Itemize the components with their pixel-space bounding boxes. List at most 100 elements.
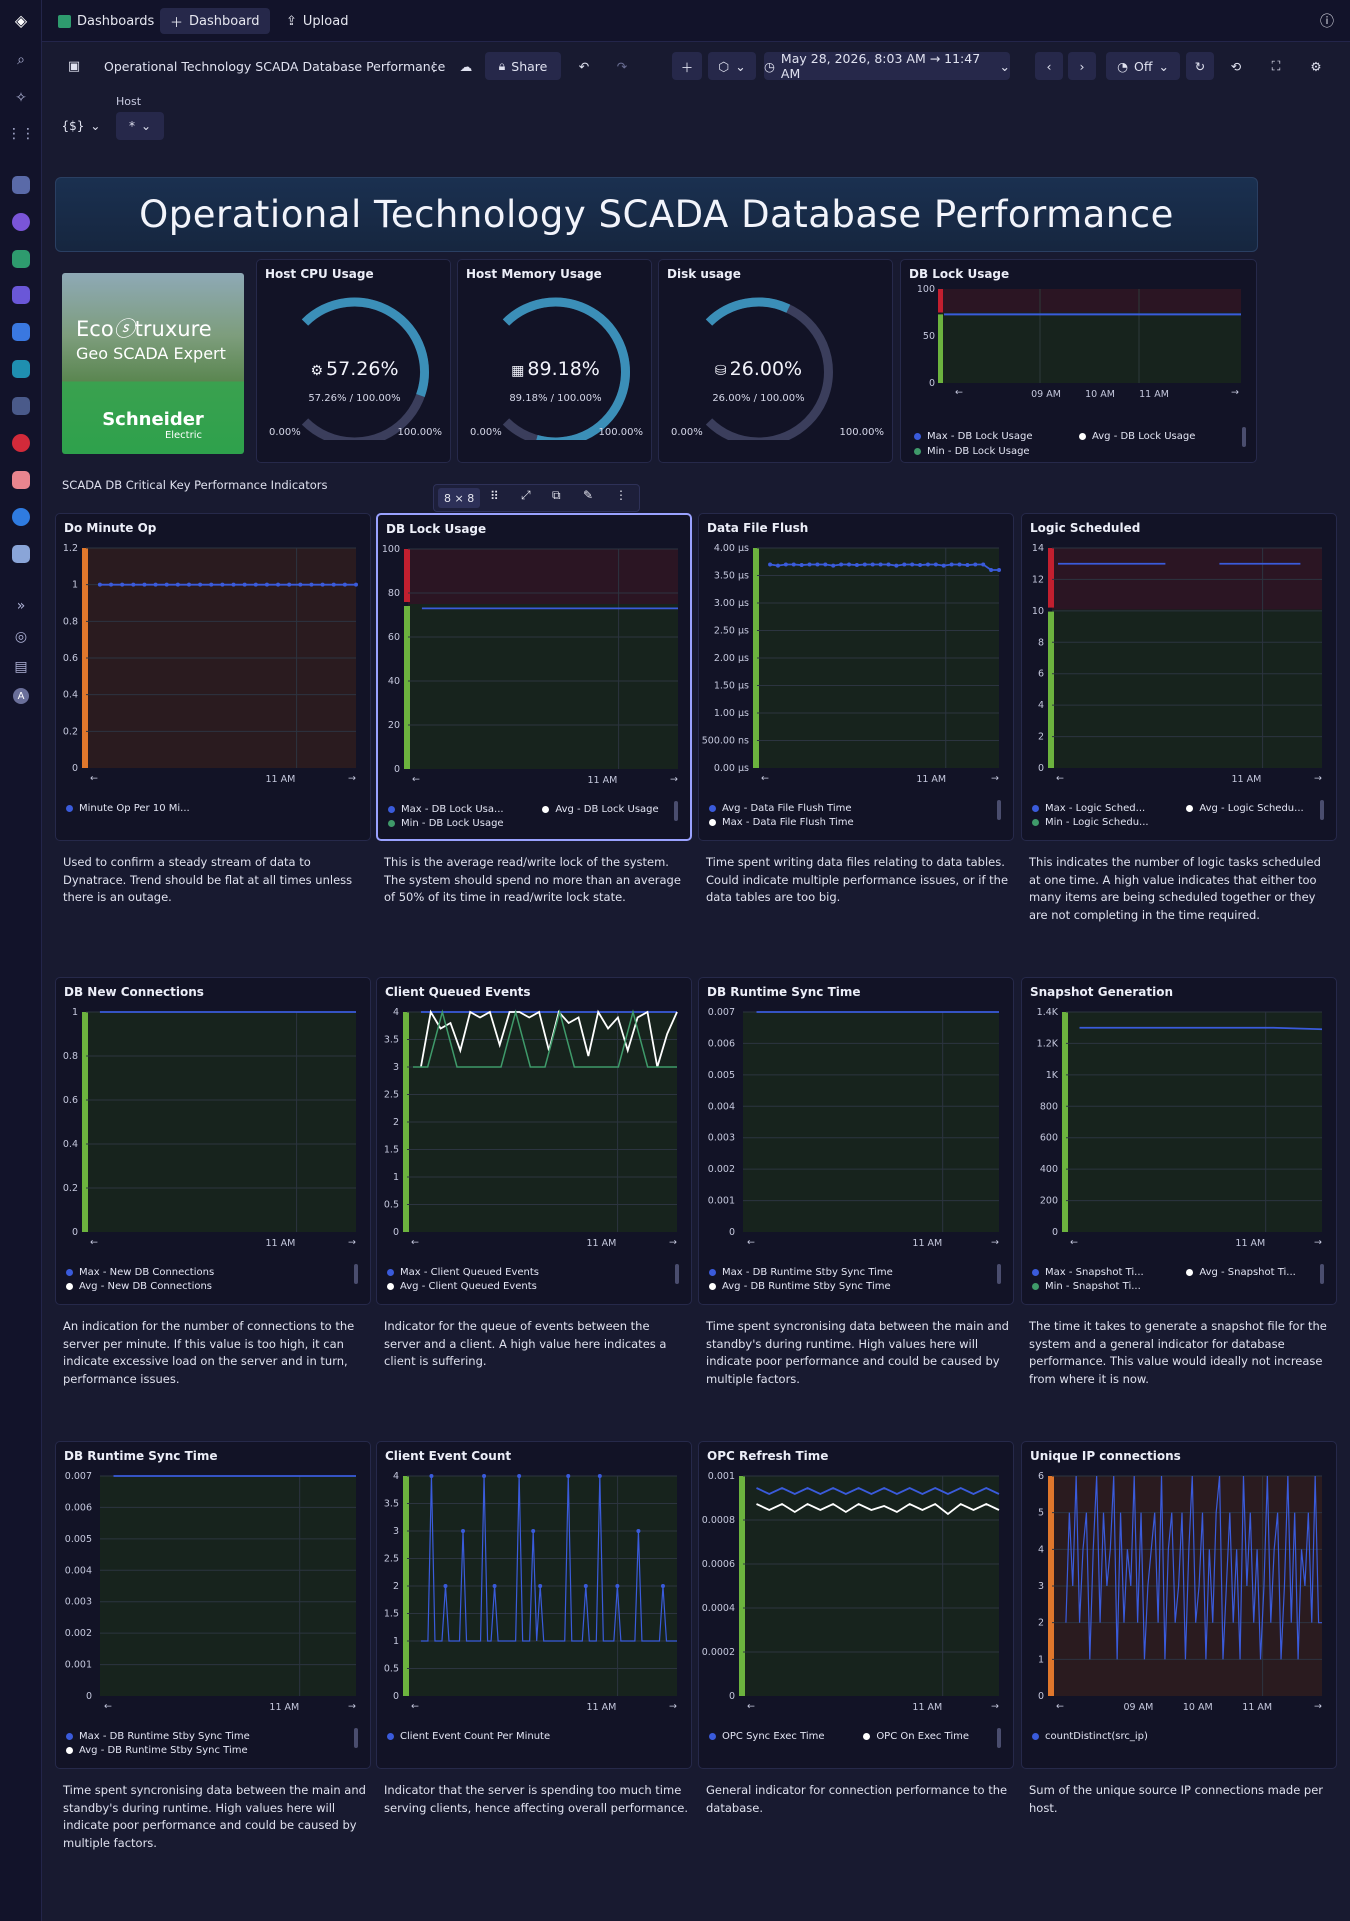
legend-item[interactable]: Max - Snapshot Ti... xyxy=(1032,1267,1144,1278)
segments-dropdown[interactable]: ⬡ ⌄ xyxy=(708,52,756,80)
legend-item[interactable]: Max - Logic Sched... xyxy=(1032,803,1145,814)
pan-right-icon[interactable]: → xyxy=(991,1701,999,1712)
chart-tile[interactable]: Data File Flush 4.00 μs 3.50 μs 3.00 μs 2.50… xyxy=(698,513,1014,841)
pan-left-icon[interactable]: ← xyxy=(104,1701,112,1712)
pan-right-icon[interactable]: → xyxy=(669,1237,677,1248)
chart-tile[interactable]: Do Minute Op 1.2 1 0.8 0.6 0.4 0.2 0 11 AM ← → Minu… xyxy=(55,513,371,841)
chart-tile[interactable]: Unique IP connections 6 5 4 3 2 1 0 09 AM 10 AM 11… xyxy=(1021,1441,1337,1769)
app-icon-4[interactable] xyxy=(12,323,30,341)
pan-right-icon[interactable]: → xyxy=(670,774,678,785)
pan-right-icon[interactable]: → xyxy=(991,1237,999,1248)
apps-grid-icon[interactable]: ⋮⋮ xyxy=(7,126,35,142)
pan-right-icon[interactable]: → xyxy=(348,773,356,784)
user-avatar-icon[interactable]: A xyxy=(13,688,29,704)
ai-sparkle-icon[interactable]: ✧ xyxy=(15,90,27,106)
legend-scrollbar[interactable] xyxy=(675,1264,679,1284)
pan-left-icon[interactable]: ← xyxy=(90,1237,98,1248)
help-icon[interactable]: ⓘ xyxy=(1320,14,1334,30)
pan-left-icon[interactable]: ← xyxy=(1056,1701,1064,1712)
pan-left-icon[interactable]: ← xyxy=(411,1701,419,1712)
chart-tile[interactable]: DB Runtime Sync Time 0.007 0.006 0.005 0.004… xyxy=(698,977,1014,1305)
redo-icon[interactable]: ↷ xyxy=(616,58,628,74)
pan-right-icon[interactable]: → xyxy=(991,773,999,784)
legend-item[interactable]: Minute Op Per 10 Mi... xyxy=(66,803,190,814)
tile-more-icon[interactable]: ⋮ xyxy=(615,488,627,502)
pan-left-icon[interactable]: ← xyxy=(411,1237,419,1248)
legend-scrollbar[interactable] xyxy=(354,1264,358,1284)
chart-tile[interactable]: DB Runtime Sync Time 0.007 0.006 0.005 0.004… xyxy=(55,1441,371,1769)
support-icon[interactable]: ◎ xyxy=(14,629,28,645)
legend-item[interactable]: Max - DB Lock Usa... xyxy=(388,804,504,815)
legend-item[interactable]: Avg - DB Lock Usage xyxy=(542,804,659,815)
host-variable-select[interactable]: * ⌄ xyxy=(116,112,164,140)
db-lock-usage-summary-tile[interactable]: DB Lock Usage 100 50 0 09 AM 10 AM 11 AM ← → Ma… xyxy=(900,259,1257,463)
chart-tile[interactable]: Logic Scheduled 14 12 10 8 6 4 2 0 11 AM ← → Max - L… xyxy=(1021,513,1337,841)
pan-left-icon[interactable]: ← xyxy=(412,774,420,785)
app-icon-8[interactable] xyxy=(12,508,30,526)
problems-app-icon[interactable] xyxy=(12,434,30,452)
legend-scrollbar[interactable] xyxy=(997,1264,1001,1284)
pan-right-icon[interactable]: → xyxy=(1314,773,1322,784)
more-options-icon[interactable]: ⋮ xyxy=(427,58,441,74)
gauge-tile[interactable]: Host CPU Usage ⚙ 57.26% 57.26% / 100.00% 0.0… xyxy=(256,259,451,463)
previous-timeframe-button[interactable]: ‹ xyxy=(1035,52,1063,80)
legend-item[interactable]: Avg - DB Runtime Stby Sync Time xyxy=(709,1281,891,1291)
refresh-icon[interactable]: ↻ xyxy=(1186,52,1214,80)
legend-item[interactable]: Avg - Snapshot Ti... xyxy=(1186,1267,1296,1278)
pan-left-icon[interactable]: ← xyxy=(90,773,98,784)
app-icon-7[interactable] xyxy=(12,471,30,489)
dashboard-title[interactable]: Operational Technology SCADA Database Pe… xyxy=(104,58,446,74)
pan-left-icon[interactable]: ← xyxy=(1070,1237,1078,1248)
legend-item[interactable]: Max - Data File Flush Time xyxy=(709,817,854,827)
chart-tile[interactable]: Client Event Count 4 3.5 3 2.5 2 1.5 1 0.5 0 11 AM… xyxy=(376,1441,692,1769)
legend-item[interactable]: Max - DB Runtime Stby Sync Time xyxy=(66,1731,250,1742)
dynatrace-logo-icon[interactable]: ◈ xyxy=(14,10,28,30)
legend-item[interactable]: Avg - DB Lock Usage xyxy=(1079,431,1195,442)
pan-left-icon[interactable]: ← xyxy=(761,773,769,784)
sidebar-toggle-icon[interactable]: ▣ xyxy=(67,58,81,74)
legend-item[interactable]: Min - Logic Schedu... xyxy=(1032,817,1149,827)
app-icon-3[interactable] xyxy=(12,286,30,304)
chart-tile[interactable]: OPC Refresh Time 0.001 0.0008 0.0006 0.0004 0… xyxy=(698,1441,1014,1769)
legend-item[interactable]: Min - DB Lock Usage xyxy=(388,818,504,828)
pan-right-icon[interactable]: → xyxy=(1314,1237,1322,1248)
settings-gear-icon[interactable]: ⚙ xyxy=(1310,58,1322,74)
app-icon-6[interactable] xyxy=(12,397,30,415)
app-icon-9[interactable] xyxy=(12,545,30,563)
pan-right-icon[interactable]: → xyxy=(1231,387,1239,398)
search-icon[interactable]: ⌕ xyxy=(17,52,25,68)
legend-item[interactable]: Max - Client Queued Events xyxy=(387,1267,539,1278)
legend-item[interactable]: Avg - Logic Schedu... xyxy=(1186,803,1304,814)
variables-button[interactable]: {$} ⌄ xyxy=(62,112,101,140)
pan-right-icon[interactable]: → xyxy=(348,1701,356,1712)
refresh-interval-dropdown[interactable]: ◔ Off ⌄ xyxy=(1106,52,1180,80)
tile-size-indicator[interactable]: 8 × 8 xyxy=(438,488,481,508)
pan-left-icon[interactable]: ← xyxy=(747,1701,755,1712)
legend-item[interactable]: OPC Sync Exec Time xyxy=(709,1731,825,1742)
pan-left-icon[interactable]: ← xyxy=(1056,773,1064,784)
legend-scrollbar[interactable] xyxy=(997,1728,1001,1748)
timeframe-selector[interactable]: ◷ May 28, 2026, 8:03 AM → 11:47 AM ⌄ xyxy=(764,51,1010,81)
add-tile-button[interactable]: ＋ xyxy=(672,52,702,80)
legend-scrollbar[interactable] xyxy=(1242,427,1246,447)
legend-item[interactable]: countDistinct(src_ip) xyxy=(1032,1731,1148,1742)
legend-scrollbar[interactable] xyxy=(1320,800,1324,820)
pan-right-icon[interactable]: → xyxy=(669,1701,677,1712)
legend-item[interactable]: OPC On Exec Time xyxy=(863,1731,969,1742)
chart-tile[interactable]: Client Queued Events 4 3.5 3 2.5 2 1.5 1 0.5 0 11 … xyxy=(376,977,692,1305)
pan-right-icon[interactable]: → xyxy=(348,1237,356,1248)
new-dashboard-tab[interactable]: ＋ Dashboard xyxy=(160,8,270,34)
legend-item[interactable]: Avg - New DB Connections xyxy=(66,1281,212,1291)
legend-item[interactable]: Min - DB Lock Usage xyxy=(914,446,1030,457)
chart-tile[interactable]: DB New Connections 1 0.8 0.6 0.4 0.2 0 11 AM ← → M… xyxy=(55,977,371,1305)
pan-left-icon[interactable]: ← xyxy=(747,1237,755,1248)
expand-rail-icon[interactable]: » xyxy=(16,598,26,614)
legend-scrollbar[interactable] xyxy=(674,801,678,821)
chart-icon[interactable]: ▤ xyxy=(14,659,28,675)
legend-item[interactable]: Max - DB Runtime Stby Sync Time xyxy=(709,1267,893,1278)
app-icon-2[interactable] xyxy=(12,213,30,231)
edit-pencil-icon[interactable]: ✎ xyxy=(583,488,594,502)
legend-item[interactable]: Min - Snapshot Ti... xyxy=(1032,1281,1141,1291)
pan-left-icon[interactable]: ← xyxy=(955,387,963,398)
dashboards-tab[interactable]: Dashboards xyxy=(48,8,164,34)
